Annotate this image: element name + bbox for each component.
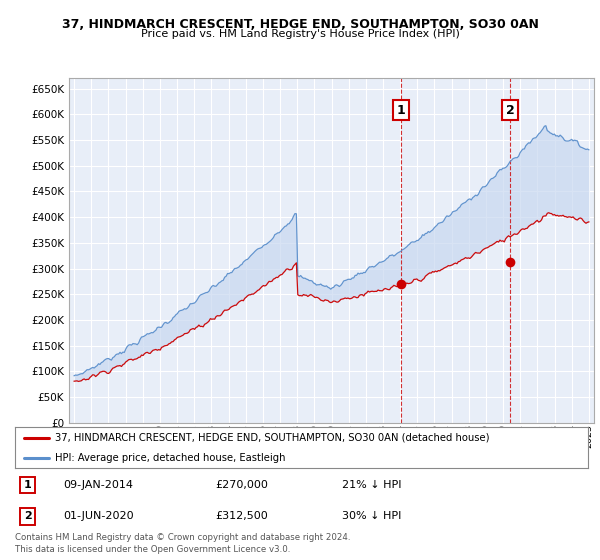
Text: Contains HM Land Registry data © Crown copyright and database right 2024.
This d: Contains HM Land Registry data © Crown c… [15, 533, 350, 554]
Text: Price paid vs. HM Land Registry's House Price Index (HPI): Price paid vs. HM Land Registry's House … [140, 29, 460, 39]
Text: 1: 1 [396, 104, 405, 117]
Text: 21% ↓ HPI: 21% ↓ HPI [341, 480, 401, 490]
Text: £312,500: £312,500 [215, 511, 268, 521]
Text: £270,000: £270,000 [215, 480, 268, 490]
Text: 2: 2 [506, 104, 515, 117]
Text: 30% ↓ HPI: 30% ↓ HPI [341, 511, 401, 521]
Text: HPI: Average price, detached house, Eastleigh: HPI: Average price, detached house, East… [55, 453, 286, 463]
Text: 37, HINDMARCH CRESCENT, HEDGE END, SOUTHAMPTON, SO30 0AN (detached house): 37, HINDMARCH CRESCENT, HEDGE END, SOUTH… [55, 433, 490, 443]
Text: 37, HINDMARCH CRESCENT, HEDGE END, SOUTHAMPTON, SO30 0AN: 37, HINDMARCH CRESCENT, HEDGE END, SOUTH… [62, 18, 538, 31]
Text: 2: 2 [24, 511, 31, 521]
Text: 01-JUN-2020: 01-JUN-2020 [64, 511, 134, 521]
Text: 09-JAN-2014: 09-JAN-2014 [64, 480, 134, 490]
Text: 1: 1 [24, 480, 31, 490]
